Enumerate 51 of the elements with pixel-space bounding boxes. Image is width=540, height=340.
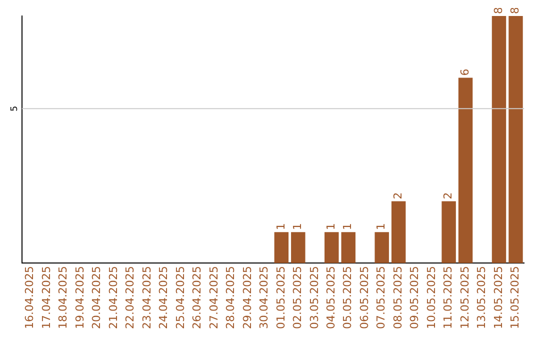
x-tick-label: 28.04.2025 bbox=[224, 266, 238, 330]
x-tick-label: 10.05.2025 bbox=[424, 266, 438, 330]
x-tick-label: 23.04.2025 bbox=[140, 266, 154, 330]
data-label: 8 bbox=[492, 7, 505, 14]
x-tick-label: 16.04.2025 bbox=[23, 266, 36, 330]
bar bbox=[341, 232, 356, 264]
x-tick-label: 07.05.2025 bbox=[374, 266, 388, 330]
bar bbox=[458, 78, 473, 264]
x-tick-label: 17.04.2025 bbox=[40, 266, 53, 330]
bar bbox=[391, 201, 406, 264]
x-tick-label: 20.04.2025 bbox=[90, 266, 104, 330]
x-tick-label: 02.05.2025 bbox=[291, 266, 304, 330]
x-tick-label: 18.04.2025 bbox=[56, 266, 70, 330]
bar bbox=[274, 232, 289, 264]
y-tick-label: 5 bbox=[10, 106, 20, 112]
x-tick-label: 24.04.2025 bbox=[157, 266, 170, 330]
x-tick-label: 26.04.2025 bbox=[190, 266, 204, 330]
x-tick-label: 13.05.2025 bbox=[475, 266, 488, 330]
data-label: 1 bbox=[324, 223, 338, 230]
data-label: 8 bbox=[508, 7, 522, 14]
x-tick-label: 19.04.2025 bbox=[73, 266, 86, 330]
x-tick-label: 06.05.2025 bbox=[358, 266, 371, 330]
x-tick-label: 30.04.2025 bbox=[258, 266, 271, 330]
x-tick-label: 08.05.2025 bbox=[391, 266, 404, 330]
bar bbox=[291, 232, 306, 264]
x-tick-label: 29.04.2025 bbox=[240, 266, 254, 330]
data-label: 2 bbox=[391, 192, 404, 200]
x-tick-label: 25.04.2025 bbox=[174, 266, 187, 330]
data-label: 1 bbox=[291, 223, 304, 230]
x-tick-label: 12.05.2025 bbox=[458, 266, 472, 330]
x-tick-label: 01.05.2025 bbox=[274, 266, 288, 330]
bar bbox=[374, 232, 389, 264]
data-label: 1 bbox=[374, 223, 388, 230]
bar bbox=[324, 232, 339, 264]
bar bbox=[508, 16, 523, 264]
x-tick-label: 14.05.2025 bbox=[492, 266, 505, 330]
x-tick-label: 27.04.2025 bbox=[207, 266, 220, 330]
data-label: 2 bbox=[442, 192, 455, 200]
bar bbox=[492, 16, 506, 264]
x-tick-label: 09.05.2025 bbox=[408, 266, 422, 330]
x-tick-label: 15.05.2025 bbox=[508, 266, 522, 330]
data-label: 6 bbox=[458, 68, 472, 76]
x-tick-label: 04.05.2025 bbox=[324, 266, 338, 330]
bar bbox=[442, 201, 456, 264]
x-tick-label: 21.04.2025 bbox=[106, 266, 120, 330]
data-label: 1 bbox=[341, 223, 354, 230]
data-label: 1 bbox=[274, 223, 288, 230]
x-tick-label: 11.05.2025 bbox=[442, 266, 455, 330]
x-tick-label: 22.04.2025 bbox=[124, 266, 137, 330]
x-tick-label: 03.05.2025 bbox=[308, 266, 321, 330]
x-tick-label: 05.05.2025 bbox=[341, 266, 354, 330]
